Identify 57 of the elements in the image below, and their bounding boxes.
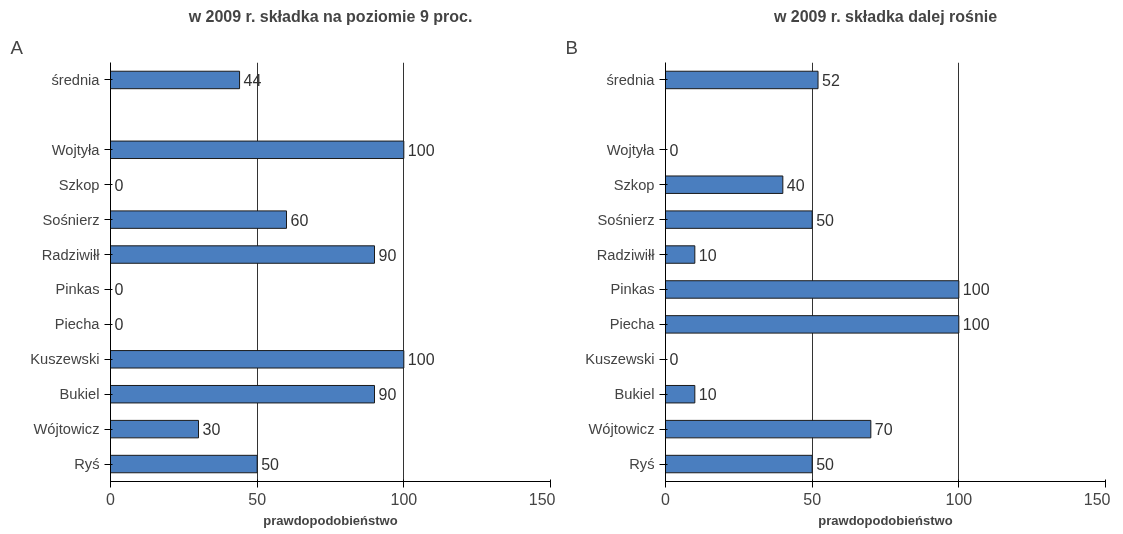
y-tick-label: Piecha xyxy=(609,316,656,333)
data-label: 52 xyxy=(822,71,840,89)
data-label: 0 xyxy=(669,141,679,159)
data-label: 50 xyxy=(816,456,835,474)
x-tick-label: 150 xyxy=(1083,490,1111,508)
data-label: 0 xyxy=(114,281,124,299)
y-tick-label: Ryś xyxy=(74,456,100,473)
x-tick-label: 150 xyxy=(528,490,556,508)
y-tick-label: Kuszewski xyxy=(585,351,655,368)
y-tick-label: Radziwiłł xyxy=(596,246,656,263)
text: B xyxy=(565,36,578,58)
data-label: 90 xyxy=(378,246,397,264)
x-axis-title: prawdopodobieństwo xyxy=(818,512,953,528)
x-tick-label: 100 xyxy=(390,490,418,508)
y-tick-label: Bukiel xyxy=(59,386,100,403)
x-tick-label: 0 xyxy=(661,490,671,508)
y-tick-label: Piecha xyxy=(54,316,101,333)
y-tick-label: Radziwiłł xyxy=(41,246,101,263)
data-label: 0 xyxy=(114,316,124,334)
y-tick-label: Wojtyła xyxy=(51,141,101,158)
data-label: 50 xyxy=(261,456,280,474)
data-label: 0 xyxy=(669,351,679,369)
y-tick-label: średnia xyxy=(606,71,656,88)
data-label: 100 xyxy=(962,281,990,299)
data-label: 50 xyxy=(816,211,835,229)
data-label: 10 xyxy=(698,386,717,404)
y-tick-label: Pinkas xyxy=(55,281,100,298)
y-tick-label: Wójtowicz xyxy=(588,421,655,438)
y-tick-label: Sośnierz xyxy=(597,211,655,228)
data-label: 70 xyxy=(874,421,893,439)
data-label: 40 xyxy=(786,176,805,194)
x-tick-label: 100 xyxy=(945,490,973,508)
y-tick-label: Szkop xyxy=(613,176,655,193)
x-axis-title: prawdopodobieństwo xyxy=(263,512,398,528)
y-tick-label: średnia xyxy=(51,71,101,88)
y-tick-label: Szkop xyxy=(58,176,100,193)
y-tick-label: Wojtyła xyxy=(606,141,656,158)
y-tick-label: Sośnierz xyxy=(42,211,100,228)
data-label: 100 xyxy=(407,351,435,369)
data-label: 90 xyxy=(378,386,397,404)
y-tick-label: Wójtowicz xyxy=(33,421,100,438)
data-label: 60 xyxy=(290,211,309,229)
y-tick-label: Bukiel xyxy=(614,386,655,403)
data-label: 10 xyxy=(698,246,717,264)
data-label: 30 xyxy=(202,421,221,439)
data-label: 100 xyxy=(407,141,435,159)
y-tick-label: Kuszewski xyxy=(30,351,100,368)
chart-title: w 2009 r. składka dalej rośnie xyxy=(772,7,998,25)
y-tick-label: Pinkas xyxy=(610,281,655,298)
x-tick-label: 0 xyxy=(106,490,116,508)
y-tick-label: Ryś xyxy=(629,456,655,473)
x-tick-label: 50 xyxy=(248,490,267,508)
chart-title: w 2009 r. składka na poziomie 9 proc. xyxy=(187,7,473,25)
data-label: 0 xyxy=(114,176,124,194)
x-tick-label: 50 xyxy=(803,490,822,508)
data-label: 100 xyxy=(962,316,990,334)
text: A xyxy=(10,36,24,58)
